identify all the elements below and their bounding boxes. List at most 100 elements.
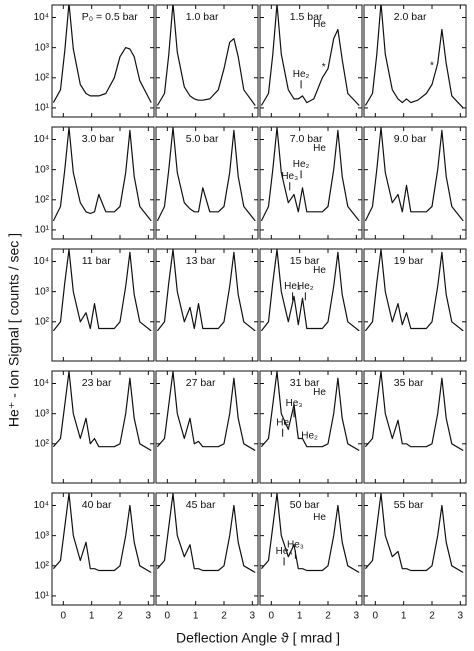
x-tick-label: 1 [89, 611, 95, 622]
y-tick-label: 10⁴ [34, 134, 49, 145]
x-tick-label: 3 [354, 611, 360, 622]
panel-title: P₀ = 0.5 bar [82, 11, 139, 23]
x-axis-label: Deflection Angle ϑ [ mrad ] [176, 630, 340, 646]
panel-title: 15 bar [290, 255, 320, 267]
signal-line [156, 371, 256, 452]
x-tick-label: 2 [325, 611, 331, 622]
panel: 9.0 bar [363, 126, 467, 240]
panel-title: 2.0 bar [394, 11, 427, 23]
annotation: He [313, 265, 326, 276]
panel: 35 bar [363, 370, 467, 484]
panel-title: 45 bar [186, 499, 216, 511]
panel: 0 1 2 3 10¹ 10² 10³ 10⁴ 40 bar [34, 492, 155, 622]
annotation: He₄ [276, 546, 293, 557]
signal-line [156, 127, 256, 222]
panel-frame [155, 126, 259, 240]
signal-line [364, 371, 464, 452]
signal-line [260, 371, 360, 452]
annotation: He₂ [293, 69, 310, 80]
y-axis-label: He⁺ - Ion Signal [ counts / sec ] [6, 233, 22, 427]
x-tick-label: 0 [61, 611, 67, 622]
panel-title: 11 bar [82, 255, 111, 267]
y-tick-label: 10⁴ [34, 256, 49, 267]
panel: 5.0 bar [155, 126, 259, 240]
panel-frame [259, 126, 363, 240]
panel-frame [51, 370, 155, 484]
y-tick-label: 10² [35, 72, 50, 83]
annotation: He [313, 143, 326, 154]
annotation: He [313, 387, 326, 398]
panel-frame [155, 248, 259, 362]
annotation: He [313, 19, 326, 30]
panel-title: 40 bar [82, 499, 112, 511]
y-tick-label: 10¹ [35, 225, 50, 236]
signal-line [260, 127, 360, 222]
y-tick-label: 10⁴ [34, 378, 49, 389]
panel-title: 27 bar [186, 377, 216, 389]
annotation: He₃ [281, 171, 298, 182]
panel-title: 3.0 bar [82, 133, 115, 145]
x-tick-label: 2 [429, 611, 435, 622]
panel-frame [51, 248, 155, 362]
y-tick-label: 10² [35, 194, 50, 205]
signal-line [156, 493, 256, 574]
y-tick-label: 10² [35, 438, 50, 449]
signal-line [156, 249, 256, 332]
annotation: He₂ [293, 159, 310, 170]
panel-title: 9.0 bar [394, 133, 427, 145]
panel: 1.0 bar [155, 4, 259, 118]
panel: 10² 10³ 10⁴ 11 bar [34, 248, 155, 362]
signal-line [364, 493, 464, 574]
y-tick-label: 10³ [35, 164, 50, 175]
y-tick-label: 10¹ [35, 103, 50, 114]
panel-frame [363, 126, 467, 240]
panel-title: 55 bar [394, 499, 424, 511]
y-tick-label: 10³ [35, 42, 50, 53]
x-tick-label: 0 [269, 611, 275, 622]
panel: 13 bar [155, 248, 259, 362]
panel-frame [363, 4, 467, 118]
x-tick-label: 1 [193, 611, 199, 622]
y-tick-label: 10³ [35, 286, 50, 297]
y-tick-label: 10⁴ [34, 12, 49, 23]
panel-title: 1.0 bar [186, 11, 219, 23]
panel-frame [259, 492, 363, 606]
panel: 0 1 2 3 45 bar [155, 492, 259, 622]
x-tick-label: 0 [165, 611, 171, 622]
signal-line [364, 5, 464, 109]
panel: 10¹ 10² 10³ 10⁴ 3.0 bar [34, 126, 155, 240]
signal-line [260, 5, 360, 106]
signal-line [364, 127, 464, 222]
panel-frame [51, 126, 155, 240]
panel-frame [259, 248, 363, 362]
panel-frame [51, 4, 155, 118]
signal-line [52, 5, 152, 103]
y-tick-label: 10¹ [35, 591, 50, 602]
x-tick-label: 0 [373, 611, 379, 622]
signal-line [52, 249, 152, 332]
x-tick-label: 2 [117, 611, 123, 622]
x-tick-label: 1 [297, 611, 303, 622]
signal-line [52, 371, 152, 452]
signal-line [156, 5, 256, 106]
panel: 2.0 bar * [363, 4, 467, 118]
y-tick-label: 10³ [35, 530, 50, 541]
panel-title: 1.5 bar [290, 11, 323, 23]
x-tick-label: 3 [250, 611, 256, 622]
panel-frame [51, 492, 155, 606]
annotation: He₂ [297, 281, 314, 292]
panel-title: 35 bar [394, 377, 424, 389]
panel-title: 19 bar [394, 255, 424, 267]
y-tick-label: 10² [35, 560, 50, 571]
panel-frame [259, 370, 363, 484]
x-tick-label: 2 [221, 611, 227, 622]
x-tick-label: 3 [458, 611, 464, 622]
x-tick-label: 3 [146, 611, 152, 622]
annotation: He₃ [284, 281, 301, 292]
panel-frame [363, 370, 467, 484]
